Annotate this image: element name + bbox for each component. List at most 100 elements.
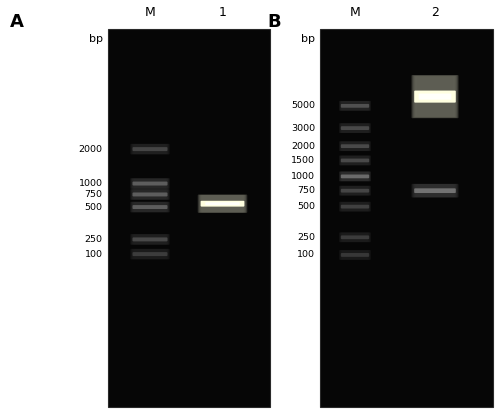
FancyBboxPatch shape: [341, 205, 369, 208]
FancyBboxPatch shape: [132, 178, 168, 189]
Text: 3000: 3000: [291, 123, 315, 133]
FancyBboxPatch shape: [199, 195, 246, 213]
FancyBboxPatch shape: [339, 171, 371, 181]
FancyBboxPatch shape: [415, 184, 455, 197]
FancyBboxPatch shape: [339, 186, 371, 196]
FancyBboxPatch shape: [412, 184, 459, 197]
FancyBboxPatch shape: [418, 94, 452, 100]
FancyBboxPatch shape: [131, 202, 169, 213]
Text: 1000: 1000: [78, 179, 102, 188]
Text: M: M: [144, 6, 156, 19]
FancyBboxPatch shape: [130, 189, 170, 200]
Text: 2: 2: [431, 6, 439, 19]
FancyBboxPatch shape: [341, 104, 369, 108]
FancyBboxPatch shape: [341, 144, 369, 148]
FancyBboxPatch shape: [206, 202, 240, 205]
FancyBboxPatch shape: [340, 186, 370, 196]
FancyBboxPatch shape: [131, 189, 169, 200]
FancyBboxPatch shape: [132, 202, 168, 212]
FancyBboxPatch shape: [414, 76, 456, 118]
Text: 2000: 2000: [78, 144, 102, 154]
FancyBboxPatch shape: [341, 236, 369, 239]
FancyBboxPatch shape: [340, 171, 370, 181]
FancyBboxPatch shape: [341, 172, 369, 181]
FancyBboxPatch shape: [130, 178, 170, 189]
FancyBboxPatch shape: [133, 178, 167, 189]
FancyBboxPatch shape: [340, 250, 370, 260]
Text: 1000: 1000: [291, 172, 315, 181]
FancyBboxPatch shape: [340, 141, 370, 151]
FancyBboxPatch shape: [132, 234, 168, 244]
FancyBboxPatch shape: [340, 186, 370, 196]
FancyBboxPatch shape: [340, 101, 370, 111]
Text: 5000: 5000: [291, 101, 315, 110]
FancyBboxPatch shape: [132, 144, 168, 154]
Text: A: A: [10, 13, 24, 31]
FancyBboxPatch shape: [340, 123, 370, 133]
FancyBboxPatch shape: [132, 181, 168, 186]
Text: 100: 100: [84, 249, 102, 259]
Text: B: B: [268, 13, 281, 31]
FancyBboxPatch shape: [130, 234, 170, 245]
FancyBboxPatch shape: [340, 155, 370, 165]
FancyBboxPatch shape: [341, 159, 369, 162]
Text: 500: 500: [84, 202, 102, 212]
FancyBboxPatch shape: [340, 232, 370, 242]
FancyBboxPatch shape: [131, 249, 169, 260]
FancyBboxPatch shape: [341, 126, 369, 130]
FancyBboxPatch shape: [339, 141, 371, 151]
FancyBboxPatch shape: [130, 249, 170, 260]
FancyBboxPatch shape: [131, 178, 169, 189]
Text: 1: 1: [218, 6, 226, 19]
FancyBboxPatch shape: [412, 184, 458, 197]
FancyBboxPatch shape: [414, 184, 456, 197]
FancyBboxPatch shape: [132, 249, 168, 259]
Bar: [320, 29, 492, 407]
Text: bp: bp: [301, 34, 315, 44]
FancyBboxPatch shape: [132, 205, 168, 209]
Text: 250: 250: [297, 233, 315, 242]
FancyBboxPatch shape: [339, 250, 371, 260]
FancyBboxPatch shape: [340, 155, 370, 165]
FancyBboxPatch shape: [341, 253, 369, 257]
FancyBboxPatch shape: [198, 194, 248, 213]
FancyBboxPatch shape: [340, 101, 370, 111]
FancyBboxPatch shape: [339, 202, 371, 212]
Text: bp: bp: [88, 34, 102, 44]
FancyBboxPatch shape: [414, 91, 456, 102]
FancyBboxPatch shape: [341, 175, 369, 178]
FancyBboxPatch shape: [340, 250, 370, 260]
FancyBboxPatch shape: [412, 75, 459, 118]
FancyBboxPatch shape: [341, 189, 369, 192]
FancyBboxPatch shape: [132, 237, 168, 242]
FancyBboxPatch shape: [412, 75, 458, 118]
FancyBboxPatch shape: [339, 101, 371, 111]
Text: 750: 750: [297, 186, 315, 195]
FancyBboxPatch shape: [340, 123, 370, 133]
Text: 1500: 1500: [291, 156, 315, 165]
FancyBboxPatch shape: [340, 202, 370, 212]
FancyBboxPatch shape: [131, 234, 169, 245]
FancyBboxPatch shape: [130, 202, 170, 213]
FancyBboxPatch shape: [131, 144, 169, 155]
Text: 250: 250: [84, 235, 102, 244]
FancyBboxPatch shape: [133, 202, 167, 212]
FancyBboxPatch shape: [132, 189, 168, 200]
FancyBboxPatch shape: [339, 155, 371, 165]
Text: M: M: [350, 6, 360, 19]
Text: 500: 500: [297, 202, 315, 211]
FancyBboxPatch shape: [415, 76, 455, 117]
FancyBboxPatch shape: [202, 195, 242, 212]
Text: 2000: 2000: [291, 142, 315, 151]
FancyBboxPatch shape: [340, 232, 370, 242]
FancyBboxPatch shape: [200, 201, 244, 207]
FancyBboxPatch shape: [202, 195, 243, 213]
FancyBboxPatch shape: [340, 202, 370, 212]
FancyBboxPatch shape: [133, 189, 167, 200]
FancyBboxPatch shape: [339, 232, 371, 242]
Text: 750: 750: [84, 190, 102, 199]
FancyBboxPatch shape: [132, 192, 168, 197]
Text: 100: 100: [297, 250, 315, 260]
FancyBboxPatch shape: [130, 144, 170, 155]
FancyBboxPatch shape: [416, 76, 454, 117]
